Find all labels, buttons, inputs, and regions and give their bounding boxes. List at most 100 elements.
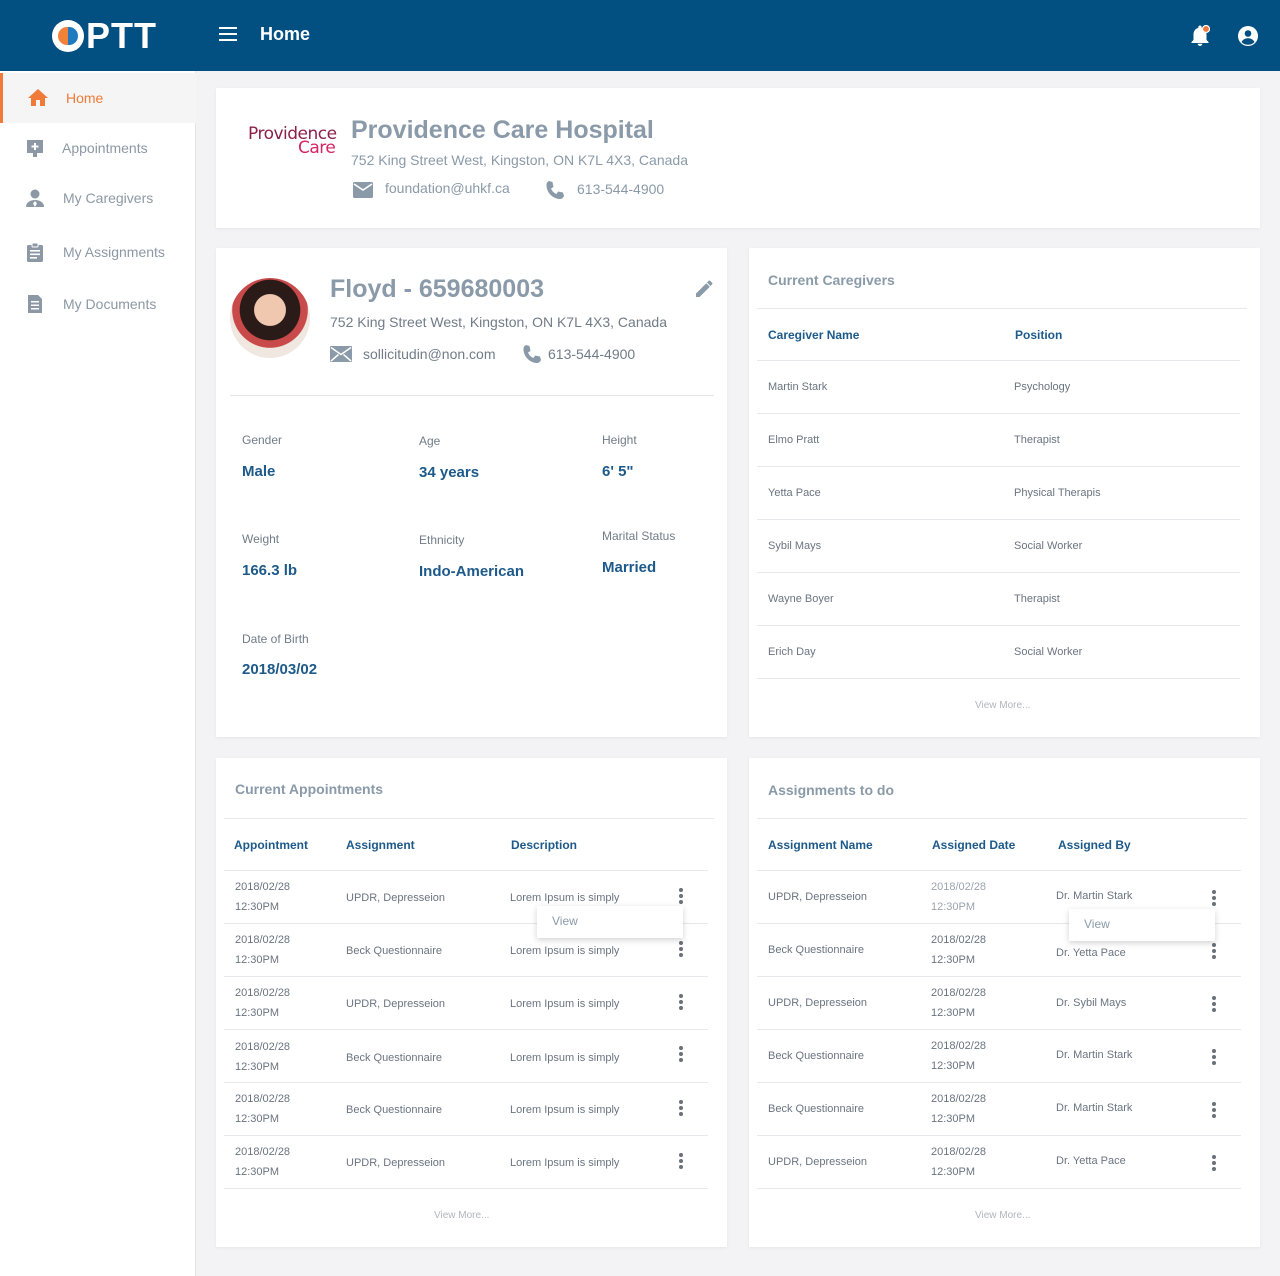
table-row[interactable]: Sybil Mays Social Worker — [757, 520, 1240, 573]
assigned-time: 12:30PM — [931, 1166, 976, 1178]
table-row[interactable]: Beck Questionnaire 2018/02/28 12:30PM Dr… — [757, 924, 1241, 977]
appointment-time: 12:30PM — [235, 901, 280, 913]
table-row[interactable]: UPDR, Depresseion 2018/02/28 12:30PM Dr.… — [757, 871, 1241, 924]
column-header[interactable]: Caregiver Name — [768, 328, 860, 342]
sidebar-item-documents[interactable]: My Documents — [0, 279, 196, 329]
more-vert-icon[interactable] — [1209, 1155, 1219, 1175]
page-title: Home — [260, 24, 311, 44]
column-header[interactable]: Assignment Name — [768, 838, 873, 852]
table-row[interactable]: Wayne Boyer Therapist — [757, 573, 1240, 626]
gender-label: Gender — [242, 433, 283, 447]
table-row[interactable]: 2018/02/28 12:30PM UPDR, Depresseion Lor… — [224, 977, 708, 1030]
appointment-time: 12:30PM — [235, 1061, 280, 1073]
table-row[interactable]: Martin Stark Psychology — [757, 361, 1240, 414]
appointment-date: 2018/02/28 — [235, 881, 291, 893]
appointment-description: Lorem Ipsum is simply — [510, 998, 620, 1010]
hospital-card: Providence Care Providence Care Hospital… — [216, 88, 1260, 228]
assignment-name: UPDR, Depresseion — [768, 891, 868, 903]
appointment-description: Lorem Ipsum is simply — [510, 945, 620, 957]
appointment-description: Lorem Ipsum is simply — [510, 892, 620, 904]
assigned-date: 2018/02/28 — [931, 1146, 987, 1158]
row-action-view-menu-item[interactable]: View — [1069, 909, 1215, 941]
more-vert-icon[interactable] — [676, 1046, 686, 1066]
column-header[interactable]: Appointment — [234, 838, 308, 852]
hospital-phone[interactable]: 613-544-4900 — [577, 181, 665, 197]
hamburger-menu-icon[interactable] — [219, 27, 237, 43]
more-vert-icon[interactable] — [676, 1153, 686, 1173]
top-app-bar: PTT Home — [0, 0, 1280, 71]
hospital-logo: Providence Care — [248, 124, 338, 158]
column-header[interactable]: Description — [511, 838, 578, 852]
more-vert-icon[interactable] — [1209, 1049, 1219, 1069]
more-vert-icon[interactable] — [676, 994, 686, 1014]
table-row[interactable]: Beck Questionnaire 2018/02/28 12:30PM Dr… — [757, 1030, 1241, 1083]
table-row[interactable]: Elmo Pratt Therapist — [757, 414, 1240, 467]
appointment-date: 2018/02/28 — [235, 987, 291, 999]
appointment-date: 2018/02/28 — [235, 1041, 291, 1053]
weight-value: 166.3 lb — [242, 562, 298, 579]
more-vert-icon[interactable] — [676, 1100, 686, 1120]
card-title: Current Appointments — [235, 781, 384, 797]
edit-pencil-icon[interactable] — [695, 280, 713, 298]
sidebar-item-label: My Caregivers — [63, 190, 154, 206]
appointment-assignment: UPDR, Depresseion — [346, 892, 446, 904]
table-row[interactable]: 2018/02/28 12:30PM UPDR, Depresseion Lor… — [224, 1136, 708, 1189]
sidebar-item-assignments[interactable]: My Assignments — [0, 227, 196, 277]
patient-address: 752 King Street West, Kingston, ON K7L 4… — [330, 314, 667, 330]
current-caregivers-card: Current Caregivers Caregiver Name Positi… — [749, 248, 1260, 737]
sidebar-item-appointments[interactable]: Appointments — [0, 123, 196, 173]
table-row[interactable]: Yetta Pace Physical Therapis — [757, 467, 1240, 520]
phone-icon — [523, 345, 541, 363]
column-header[interactable]: Assigned By — [1058, 838, 1131, 852]
view-more-link[interactable]: View More... — [975, 700, 1031, 711]
appointment-time: 12:30PM — [235, 954, 280, 966]
account-circle-icon[interactable] — [1237, 25, 1259, 47]
sidebar-item-home[interactable]: Home — [0, 73, 196, 123]
table-row[interactable]: 2018/02/28 12:30PM Beck Questionnaire Lo… — [224, 1030, 708, 1083]
column-header[interactable]: Assigned Date — [932, 838, 1016, 852]
appointment-assignment: UPDR, Depresseion — [346, 1157, 446, 1169]
more-vert-icon[interactable] — [676, 888, 686, 908]
assigned-time: 12:30PM — [931, 901, 976, 913]
table-row[interactable]: UPDR, Depresseion 2018/02/28 12:30PM Dr.… — [757, 977, 1241, 1030]
sidebar-item-caregivers[interactable]: My Caregivers — [0, 173, 196, 223]
more-vert-icon[interactable] — [676, 941, 686, 961]
table-row[interactable]: 2018/02/28 12:30PM Beck Questionnaire Lo… — [224, 1083, 708, 1136]
more-vert-icon[interactable] — [1209, 943, 1219, 963]
hospital-email[interactable]: foundation@uhkf.ca — [385, 180, 510, 196]
patient-email[interactable]: sollicitudin@non.com — [363, 346, 496, 362]
table-row[interactable]: UPDR, Depresseion 2018/02/28 12:30PM Dr.… — [757, 1136, 1241, 1189]
assigned-by: Dr. Yetta Pace — [1056, 1155, 1126, 1167]
appointment-assignment: Beck Questionnaire — [346, 1104, 442, 1116]
more-vert-icon[interactable] — [1209, 890, 1219, 910]
age-label: Age — [419, 434, 441, 448]
more-vert-icon[interactable] — [1209, 996, 1219, 1016]
assigned-by: Dr. Sybil Mays — [1056, 997, 1127, 1009]
caregiver-name: Sybil Mays — [768, 540, 822, 552]
caregiver-position: Social Worker — [1014, 646, 1083, 658]
view-more-link[interactable]: View More... — [975, 1210, 1031, 1221]
assigned-by: Dr. Martin Stark — [1056, 890, 1133, 902]
app-logo[interactable]: PTT — [52, 18, 157, 54]
row-action-view-menu-item[interactable]: View — [537, 906, 683, 938]
appointment-assignment: UPDR, Depresseion — [346, 998, 446, 1010]
caregiver-icon — [26, 189, 44, 207]
table-row[interactable]: Erich Day Social Worker — [757, 626, 1240, 679]
caregiver-name: Wayne Boyer — [768, 593, 834, 605]
appointment-date: 2018/02/28 — [235, 1146, 291, 1158]
column-header[interactable]: Assignment — [346, 838, 415, 852]
table-row[interactable]: 2018/02/28 12:30PM Beck Questionnaire Lo… — [224, 924, 708, 977]
column-header[interactable]: Position — [1015, 328, 1063, 342]
email-icon — [353, 182, 373, 198]
view-more-link[interactable]: View More... — [434, 1210, 490, 1221]
notification-bell-icon[interactable] — [1190, 25, 1210, 47]
table-row[interactable]: Beck Questionnaire 2018/02/28 12:30PM Dr… — [757, 1083, 1241, 1136]
table-row[interactable]: 2018/02/28 12:30PM UPDR, Depresseion Lor… — [224, 871, 708, 924]
sidebar-item-label: My Documents — [63, 296, 157, 312]
appointment-date: 2018/02/28 — [235, 934, 291, 946]
more-vert-icon[interactable] — [1209, 1102, 1219, 1122]
assigned-date: 2018/02/28 — [931, 987, 987, 999]
caregiver-name: Yetta Pace — [768, 487, 821, 499]
patient-phone[interactable]: 613-544-4900 — [548, 346, 636, 362]
hospital-address: 752 King Street West, Kingston, ON K7L 4… — [351, 152, 688, 168]
